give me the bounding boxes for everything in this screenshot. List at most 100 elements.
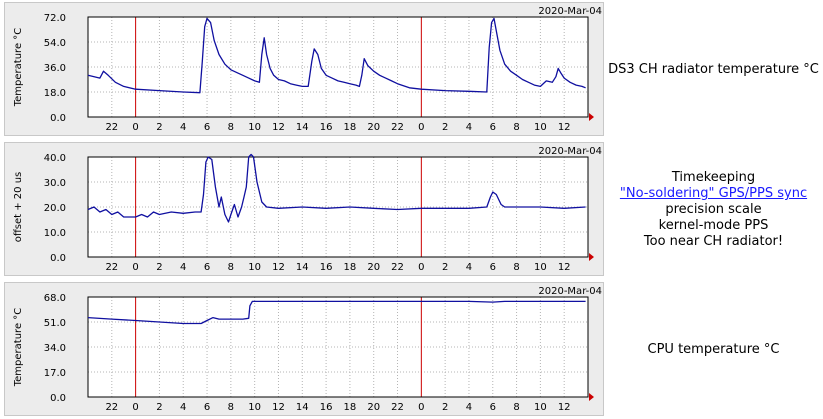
y-axis-label: offset + 20 us xyxy=(13,172,24,242)
x-tick-label: 0 xyxy=(132,262,138,273)
x-tick-label: 10 xyxy=(248,122,261,133)
x-tick-label: 18 xyxy=(344,122,357,133)
x-tick-label: 2 xyxy=(156,122,162,133)
data-series-line xyxy=(87,17,586,94)
x-tick-label: 20 xyxy=(367,122,380,133)
x-tick-label: 10 xyxy=(534,262,547,273)
cpu-temp-label: CPU temperature °C xyxy=(647,342,780,357)
y-tick-label: 0.0 xyxy=(50,113,66,124)
y-axis-label: Temperature °C xyxy=(13,308,24,388)
x-tick-label: 10 xyxy=(248,262,261,273)
y-tick-label: 40.0 xyxy=(44,153,66,164)
chart-panel-time-offset: 22 0 2 4 6 8 10 12 14 16 18 20 22 0 2 4 6 8 10 12 0.0 10.0 20.… xyxy=(4,142,604,276)
x-tick-label: 16 xyxy=(320,262,333,273)
x-tick-label: 6 xyxy=(204,402,210,413)
x-tick-label: 6 xyxy=(490,262,496,273)
x-tick-label: 4 xyxy=(180,262,186,273)
y-tick-label: 20.0 xyxy=(44,203,66,214)
x-tick-label: 6 xyxy=(490,122,496,133)
axis-arrow-marker xyxy=(589,253,594,261)
plot-border xyxy=(87,16,589,118)
x-tick-label: 8 xyxy=(513,262,519,273)
y-tick-label: 72.0 xyxy=(44,13,66,24)
plot-border xyxy=(87,296,589,398)
kernel-mode-pps-text: kernel-mode PPS xyxy=(658,218,769,233)
x-tick-label: 16 xyxy=(320,402,333,413)
x-tick-label: 12 xyxy=(272,122,285,133)
x-tick-label: 4 xyxy=(180,402,186,413)
y-tick-label: 17.0 xyxy=(44,368,66,379)
y-tick-label: 54.0 xyxy=(44,38,66,49)
x-tick-label: 12 xyxy=(558,122,571,133)
y-tick-label: 34.0 xyxy=(44,343,66,354)
date-label: 2020-Mar-04 xyxy=(538,286,602,297)
x-tick-label: 22 xyxy=(391,262,404,273)
x-tick-label: 0 xyxy=(418,262,424,273)
y-tick-label: 68.0 xyxy=(44,293,66,304)
y-tick-label: 30.0 xyxy=(44,178,66,189)
x-tick-label: 2 xyxy=(156,402,162,413)
axis-arrow-marker xyxy=(589,113,594,121)
x-tick-label: 0 xyxy=(418,122,424,133)
y-tick-label: 10.0 xyxy=(44,228,66,239)
radiator-temp-label: DS3 CH radiator temperature °C xyxy=(608,62,819,77)
y-tick-label: 0.0 xyxy=(50,253,66,264)
x-tick-label: 14 xyxy=(296,122,309,133)
y-tick-label: 36.0 xyxy=(44,63,66,74)
data-series-line xyxy=(87,300,586,325)
x-tick-label: 10 xyxy=(248,402,261,413)
x-tick-label: 10 xyxy=(534,122,547,133)
x-tick-label: 6 xyxy=(204,262,210,273)
x-tick-label: 0 xyxy=(132,122,138,133)
gps-pps-sync-link[interactable]: "No-soldering" GPS/PPS sync xyxy=(619,186,808,201)
x-tick-label: 2 xyxy=(442,122,448,133)
x-tick-label: 14 xyxy=(296,262,309,273)
date-label: 2020-Mar-04 xyxy=(538,146,602,157)
y-tick-label: 18.0 xyxy=(44,88,66,99)
chart-radiator-temp: 22 0 2 4 6 8 10 12 14 16 18 20 22 0 2 4 6 8 10 12 0.0 18.0 36.… xyxy=(13,6,602,133)
x-tick-label: 20 xyxy=(367,402,380,413)
x-tick-label: 12 xyxy=(272,402,285,413)
x-tick-label: 18 xyxy=(344,262,357,273)
x-tick-label: 4 xyxy=(466,262,472,273)
x-tick-label: 8 xyxy=(228,122,234,133)
x-tick-label: 20 xyxy=(367,262,380,273)
axis-arrow-marker xyxy=(589,393,594,401)
x-tick-label: 12 xyxy=(558,402,571,413)
x-tick-label: 16 xyxy=(320,122,333,133)
side-label-cpu: CPU temperature °C xyxy=(604,342,823,358)
x-tick-label: 8 xyxy=(513,402,519,413)
chart-panel-radiator-temp: 22 0 2 4 6 8 10 12 14 16 18 20 22 0 2 4 6 8 10 12 0.0 18.0 36.… xyxy=(4,2,604,136)
x-tick-label: 22 xyxy=(391,402,404,413)
chart-panel-cpu-temp: 22 0 2 4 6 8 10 12 14 16 18 20 22 0 2 4 6 8 10 12 0.0 17.0 34.… xyxy=(4,282,604,416)
x-tick-label: 8 xyxy=(228,402,234,413)
x-tick-label: 14 xyxy=(296,402,309,413)
x-tick-label: 12 xyxy=(272,262,285,273)
y-tick-label: 0.0 xyxy=(50,393,66,404)
chart-time-offset: 22 0 2 4 6 8 10 12 14 16 18 20 22 0 2 4 6 8 10 12 0.0 10.0 20.… xyxy=(13,146,602,273)
x-tick-label: 22 xyxy=(105,122,118,133)
x-tick-label: 22 xyxy=(105,262,118,273)
x-tick-label: 2 xyxy=(442,402,448,413)
x-tick-label: 2 xyxy=(156,262,162,273)
chart-cpu-temp: 22 0 2 4 6 8 10 12 14 16 18 20 22 0 2 4 6 8 10 12 0.0 17.0 34.… xyxy=(13,286,602,413)
x-tick-label: 12 xyxy=(558,262,571,273)
x-tick-label: 4 xyxy=(466,122,472,133)
y-axis-label: Temperature °C xyxy=(13,28,24,108)
x-tick-label: 2 xyxy=(442,262,448,273)
x-tick-label: 10 xyxy=(534,402,547,413)
x-tick-label: 0 xyxy=(418,402,424,413)
x-tick-label: 4 xyxy=(466,402,472,413)
x-tick-label: 22 xyxy=(105,402,118,413)
x-tick-label: 4 xyxy=(180,122,186,133)
date-label: 2020-Mar-04 xyxy=(538,6,602,17)
x-tick-label: 8 xyxy=(228,262,234,273)
radiator-warning-text: Too near CH radiator! xyxy=(643,234,784,249)
x-tick-label: 0 xyxy=(132,402,138,413)
timekeeping-heading: Timekeeping xyxy=(671,170,756,185)
data-series-line xyxy=(87,153,586,223)
x-tick-label: 8 xyxy=(513,122,519,133)
y-tick-label: 51.0 xyxy=(44,318,66,329)
side-label-radiator: DS3 CH radiator temperature °C xyxy=(604,62,823,78)
x-tick-label: 18 xyxy=(344,402,357,413)
